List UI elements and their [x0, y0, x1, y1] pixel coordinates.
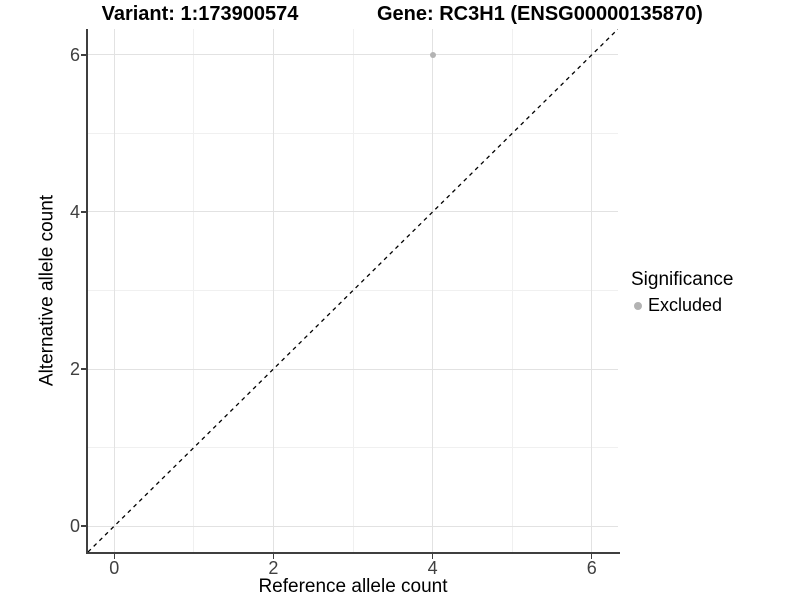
legend-item: Excluded: [631, 295, 733, 316]
y-tick-label: 0: [69, 516, 80, 537]
x-tick-mark: [431, 554, 434, 559]
x-tick-mark: [590, 554, 593, 559]
x-axis-line: [86, 552, 620, 554]
gridline: [88, 290, 618, 291]
x-tick-label: 0: [109, 558, 120, 578]
gridline: [88, 54, 618, 56]
plot-panel: [88, 29, 618, 552]
x-tick-label: 6: [586, 558, 597, 578]
data-point: [429, 51, 436, 58]
identity-dashed-line: [88, 29, 618, 552]
x-tick-mark: [272, 554, 275, 559]
legend-title: Significance: [631, 269, 734, 290]
y-axis-line: [86, 29, 88, 554]
x-tick-mark: [113, 554, 115, 559]
legend-point-icon: [634, 301, 642, 310]
gridline: [88, 525, 618, 527]
y-tick-mark: [81, 368, 86, 370]
y-tick-label: 6: [69, 44, 80, 65]
y-tick-mark: [81, 525, 86, 527]
x-tick-label: 4: [427, 558, 438, 578]
legend: Significance Excluded: [631, 268, 733, 316]
gridline: [88, 211, 618, 213]
legend-items: Excluded: [631, 295, 733, 316]
gridline: [432, 29, 434, 552]
gridline: [272, 29, 274, 552]
y-axis-title: Alternative allele count: [36, 194, 58, 387]
gridline: [113, 29, 115, 552]
y-tick-label: 4: [69, 201, 80, 222]
y-tick-mark: [81, 54, 86, 56]
gridline: [88, 132, 618, 134]
x-tick-label: 2: [268, 558, 279, 578]
plot-title-gene: Gene: RC3H1 (ENSG00000135870): [377, 3, 703, 25]
y-tick-mark: [81, 211, 86, 213]
plot-title-variant: Variant: 1:173900574: [101, 3, 299, 25]
legend-item-label: Excluded: [648, 295, 723, 315]
gridline: [88, 368, 618, 370]
gridline: [591, 29, 593, 552]
y-tick-label: 2: [69, 359, 80, 380]
gridline: [88, 447, 618, 449]
x-axis-title: Reference allele count: [258, 576, 448, 597]
